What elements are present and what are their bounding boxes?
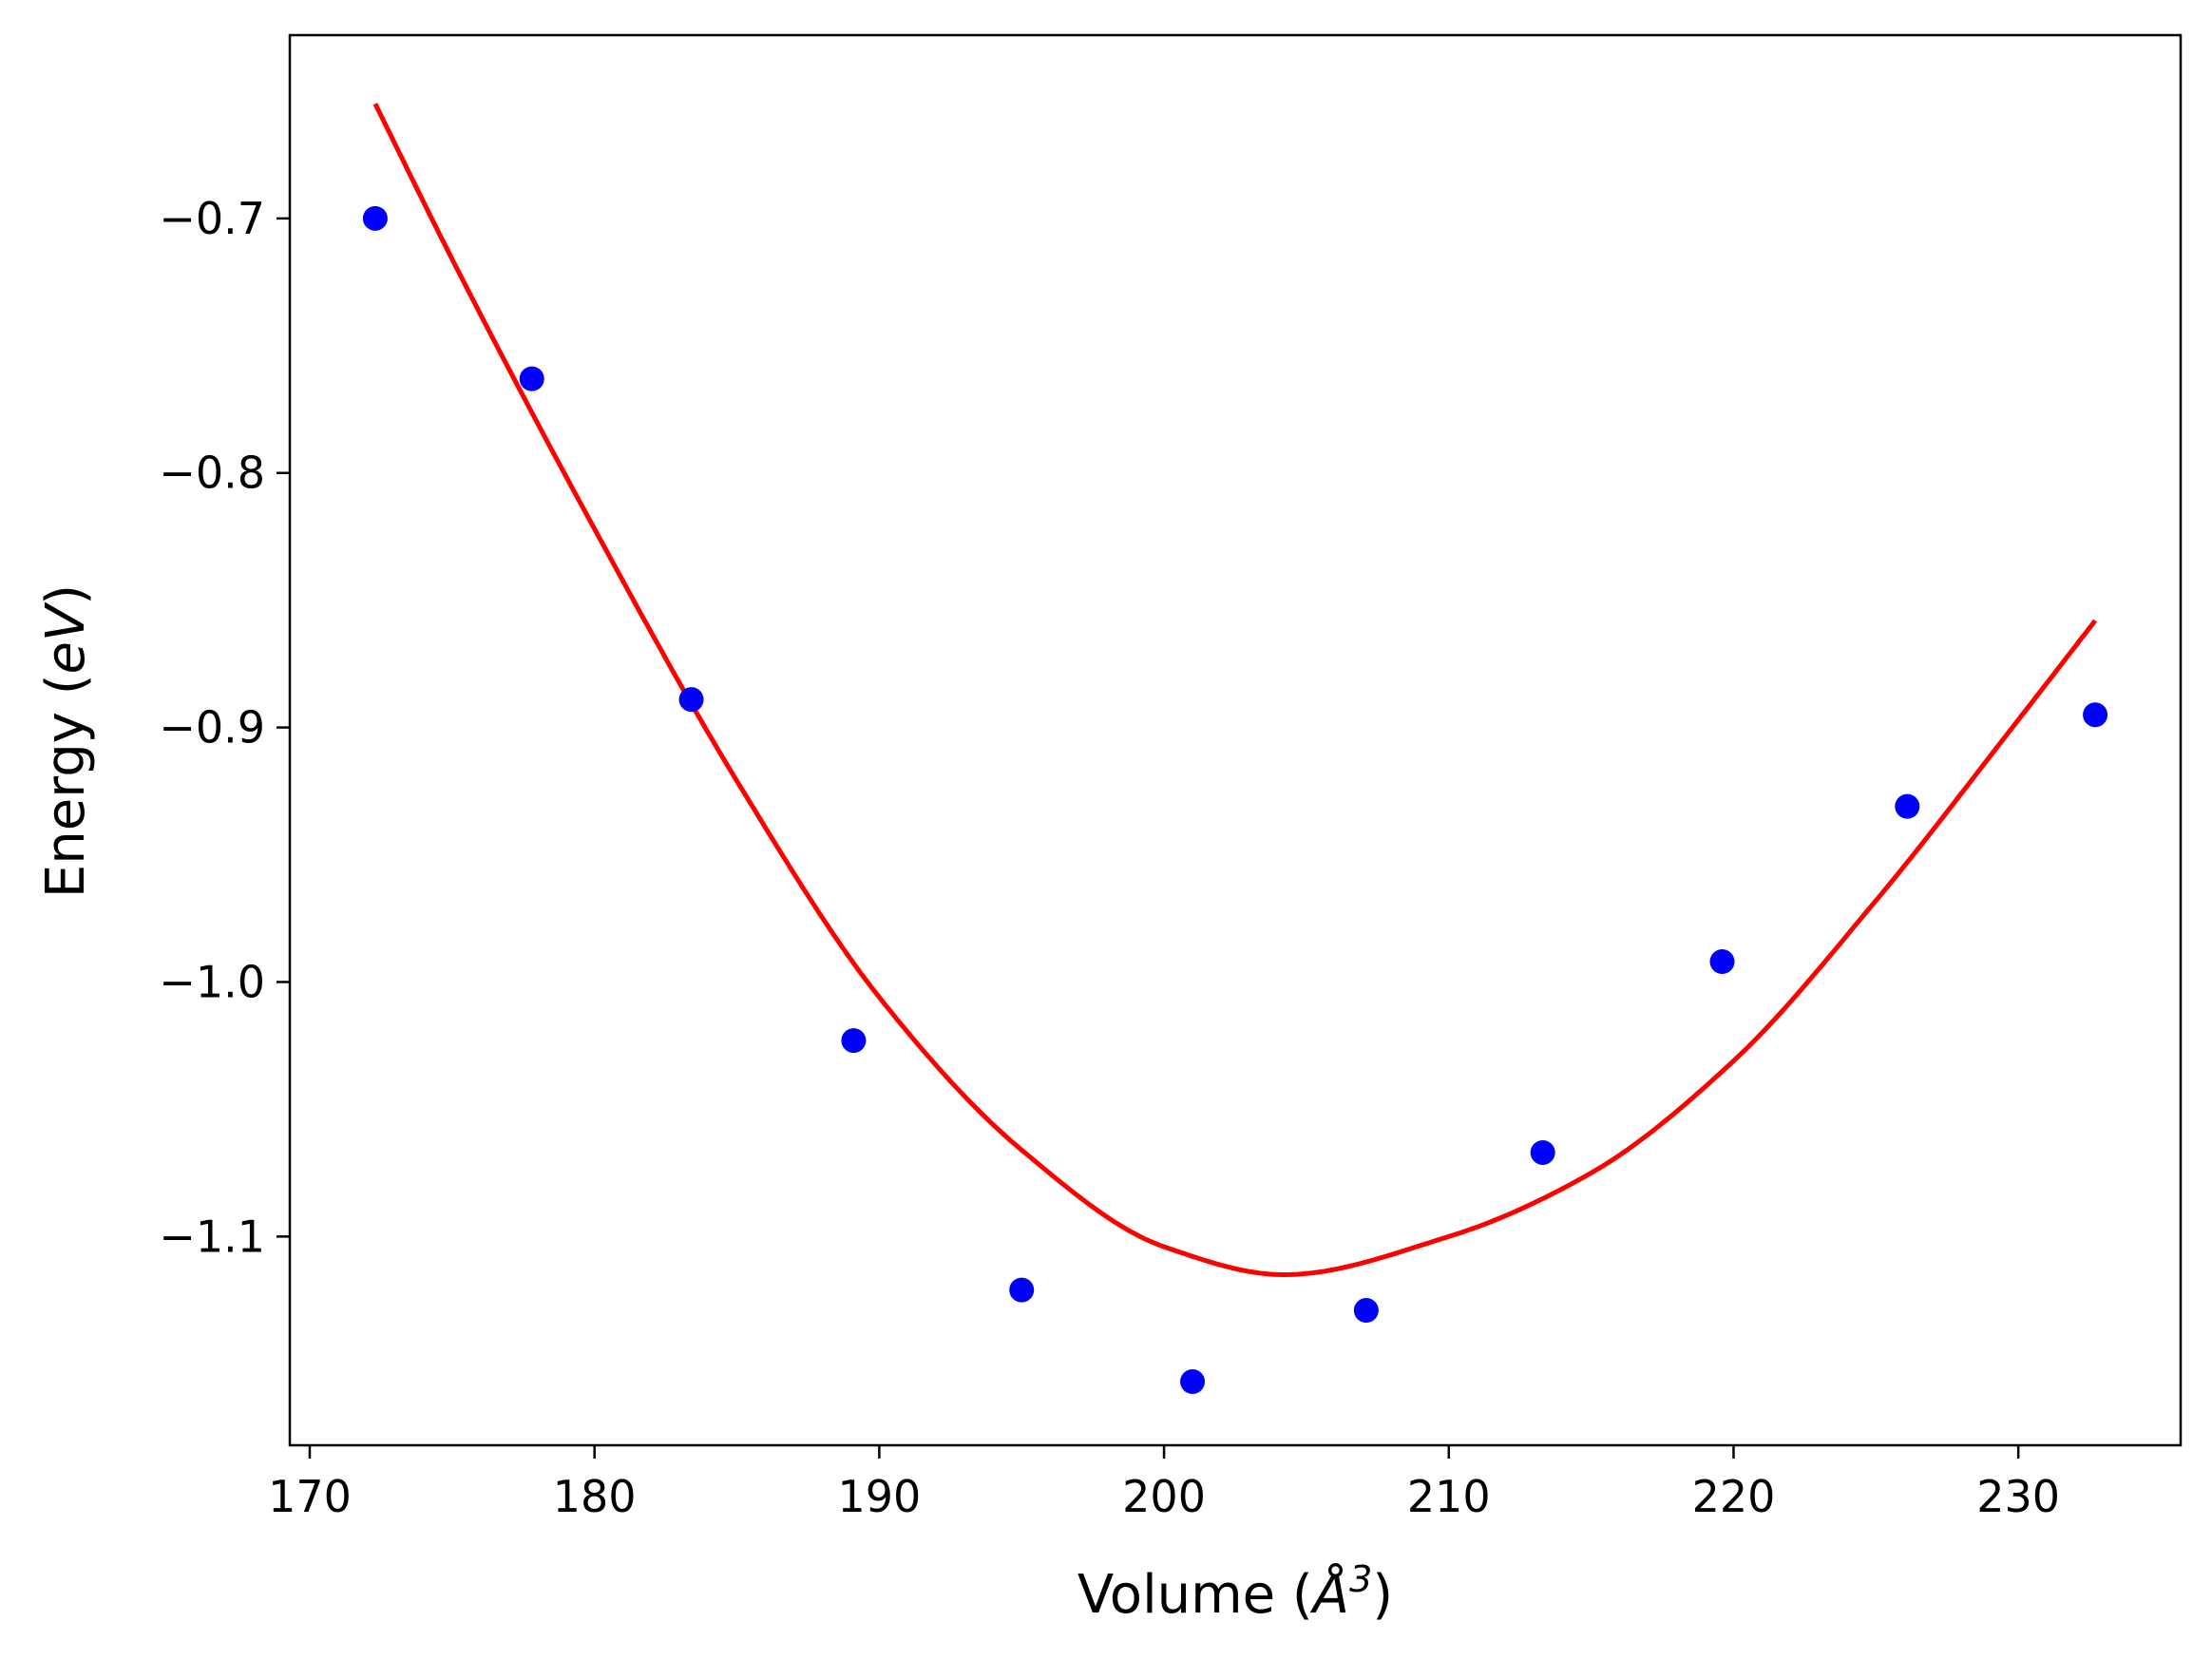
y-tick-label: −1.1 xyxy=(159,1211,265,1262)
y-axis-label: Energy (eV) xyxy=(35,584,97,898)
data-point xyxy=(519,366,544,391)
data-point xyxy=(1180,1369,1206,1395)
x-axis-label-symbol: Å xyxy=(1310,1563,1349,1626)
plot-layer xyxy=(362,103,2108,1395)
x-axis-label: Volume (Å3) xyxy=(1077,1558,1393,1626)
x-tick-label: 180 xyxy=(553,1471,637,1522)
data-point xyxy=(678,687,704,713)
x-tick-label: 190 xyxy=(837,1471,921,1522)
x-axis-label-exponent: 3 xyxy=(1349,1558,1372,1600)
data-point xyxy=(2083,702,2108,728)
y-axis-label-text: Energy ( xyxy=(35,674,97,898)
data-point xyxy=(841,1028,867,1054)
x-tick-label: 210 xyxy=(1407,1471,1491,1522)
data-point xyxy=(1895,793,1920,819)
data-point xyxy=(1353,1298,1379,1324)
x-tick-label: 170 xyxy=(268,1471,352,1522)
data-point xyxy=(1530,1139,1555,1165)
y-axis-label-close: ) xyxy=(35,584,97,605)
x-tick-label: 230 xyxy=(1976,1471,2060,1522)
x-axis-label-close: ) xyxy=(1372,1564,1393,1626)
fit-curve xyxy=(372,103,2098,1278)
data-point xyxy=(362,205,388,231)
y-axis-label-symbol: eV xyxy=(35,601,97,674)
y-tick-label: −1.0 xyxy=(159,956,265,1007)
y-tick-label: −0.9 xyxy=(159,702,265,754)
x-axis: 170 180 190 200 210 220 230 xyxy=(268,1445,2060,1522)
y-tick-label: −0.8 xyxy=(159,448,265,499)
y-tick-label: −0.7 xyxy=(159,193,265,244)
x-tick-label: 200 xyxy=(1122,1471,1206,1522)
y-axis: −0.7 −0.8 −0.9 −1.0 −1.1 xyxy=(159,193,290,1262)
data-point xyxy=(1009,1277,1035,1303)
data-point xyxy=(1709,949,1735,975)
plot-frame xyxy=(288,33,2183,1447)
x-axis-label-text: Volume ( xyxy=(1077,1564,1313,1626)
x-tick-label: 220 xyxy=(1692,1471,1776,1522)
